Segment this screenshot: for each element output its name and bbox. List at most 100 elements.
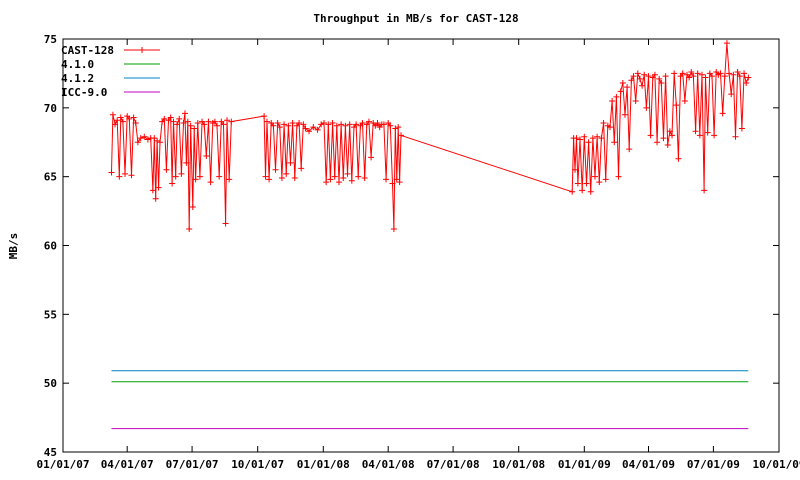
data-point [263, 118, 270, 125]
data-point [696, 132, 703, 139]
data-point [380, 121, 387, 128]
data-point [151, 135, 158, 142]
x-tick-label: 04/01/07 [101, 458, 154, 471]
data-point [390, 225, 397, 232]
legend-label: ICC-9.0 [61, 86, 107, 99]
data-point [205, 118, 212, 125]
data-point [310, 124, 317, 131]
data-point [272, 166, 279, 173]
data-point [393, 176, 400, 183]
data-point [728, 91, 735, 98]
x-tick-label: 04/01/09 [622, 458, 675, 471]
data-point [675, 155, 682, 162]
data-point [583, 180, 590, 187]
data-point [184, 118, 191, 125]
data-point [721, 73, 728, 80]
data-point [338, 121, 345, 128]
data-point [108, 169, 115, 176]
data-point [598, 135, 605, 142]
data-point [122, 170, 129, 177]
data-point [355, 173, 362, 180]
data-point [276, 124, 283, 131]
data-point [569, 188, 576, 195]
data-point [196, 173, 203, 180]
y-tick-label: 55 [44, 308, 57, 321]
data-point [261, 113, 268, 120]
data-point [658, 80, 665, 87]
data-point [585, 139, 592, 146]
legend-label: 4.1.0 [61, 58, 94, 71]
data-point [302, 125, 309, 132]
data-point [137, 135, 144, 142]
data-point [698, 71, 705, 78]
data-point [172, 173, 179, 180]
data-point [383, 176, 390, 183]
data-point [289, 119, 296, 126]
data-point [615, 173, 622, 180]
data-point [189, 203, 196, 210]
y-tick-label: 65 [44, 171, 57, 184]
x-tick-label: 10/01/08 [492, 458, 545, 471]
data-point [207, 179, 214, 186]
data-point [589, 135, 596, 142]
data-point [181, 110, 188, 117]
data-point [201, 121, 208, 128]
data-point [287, 159, 294, 166]
data-point [314, 126, 321, 133]
data-point [224, 117, 231, 124]
data-point [134, 139, 141, 146]
data-point [187, 122, 194, 129]
data-point [340, 175, 347, 182]
data-point [281, 121, 288, 128]
data-point [298, 165, 305, 172]
data-point [132, 119, 139, 126]
data-point [641, 71, 648, 78]
data-point [374, 119, 381, 126]
data-point [144, 136, 151, 143]
data-point [602, 176, 609, 183]
data-point [688, 69, 695, 76]
data-point [274, 119, 281, 126]
data-point [704, 129, 711, 136]
data-point [692, 128, 699, 135]
data-point [732, 133, 739, 140]
data-point [285, 122, 292, 129]
data-point [681, 97, 688, 104]
x-tick-label: 07/01/08 [427, 458, 480, 471]
legend-marker [139, 47, 145, 53]
data-point [626, 146, 633, 153]
data-point [228, 118, 235, 125]
data-point [694, 70, 701, 77]
data-point [645, 73, 652, 80]
data-point [639, 82, 646, 89]
data-point [609, 97, 616, 104]
data-point [361, 175, 368, 182]
data-point [296, 119, 303, 126]
data-point [651, 71, 658, 78]
data-point [613, 93, 620, 100]
data-point [679, 70, 686, 77]
data-point [318, 121, 325, 128]
data-point [701, 187, 708, 194]
data-point [163, 166, 170, 173]
data-point [579, 187, 586, 194]
legend-label: CAST-128 [61, 44, 114, 57]
data-point [671, 70, 678, 77]
data-point [167, 114, 174, 121]
data-point [262, 173, 269, 180]
data-point [690, 73, 697, 80]
data-point [325, 121, 332, 128]
data-point [669, 132, 676, 139]
data-point [220, 121, 227, 128]
data-point [636, 75, 643, 82]
data-point [174, 121, 181, 128]
data-point [329, 119, 336, 126]
data-point [573, 135, 580, 142]
data-point [600, 119, 607, 126]
data-point [662, 73, 669, 80]
y-tick-label: 70 [44, 102, 57, 115]
data-point [176, 115, 183, 122]
data-point [226, 176, 233, 183]
data-point [734, 69, 741, 76]
